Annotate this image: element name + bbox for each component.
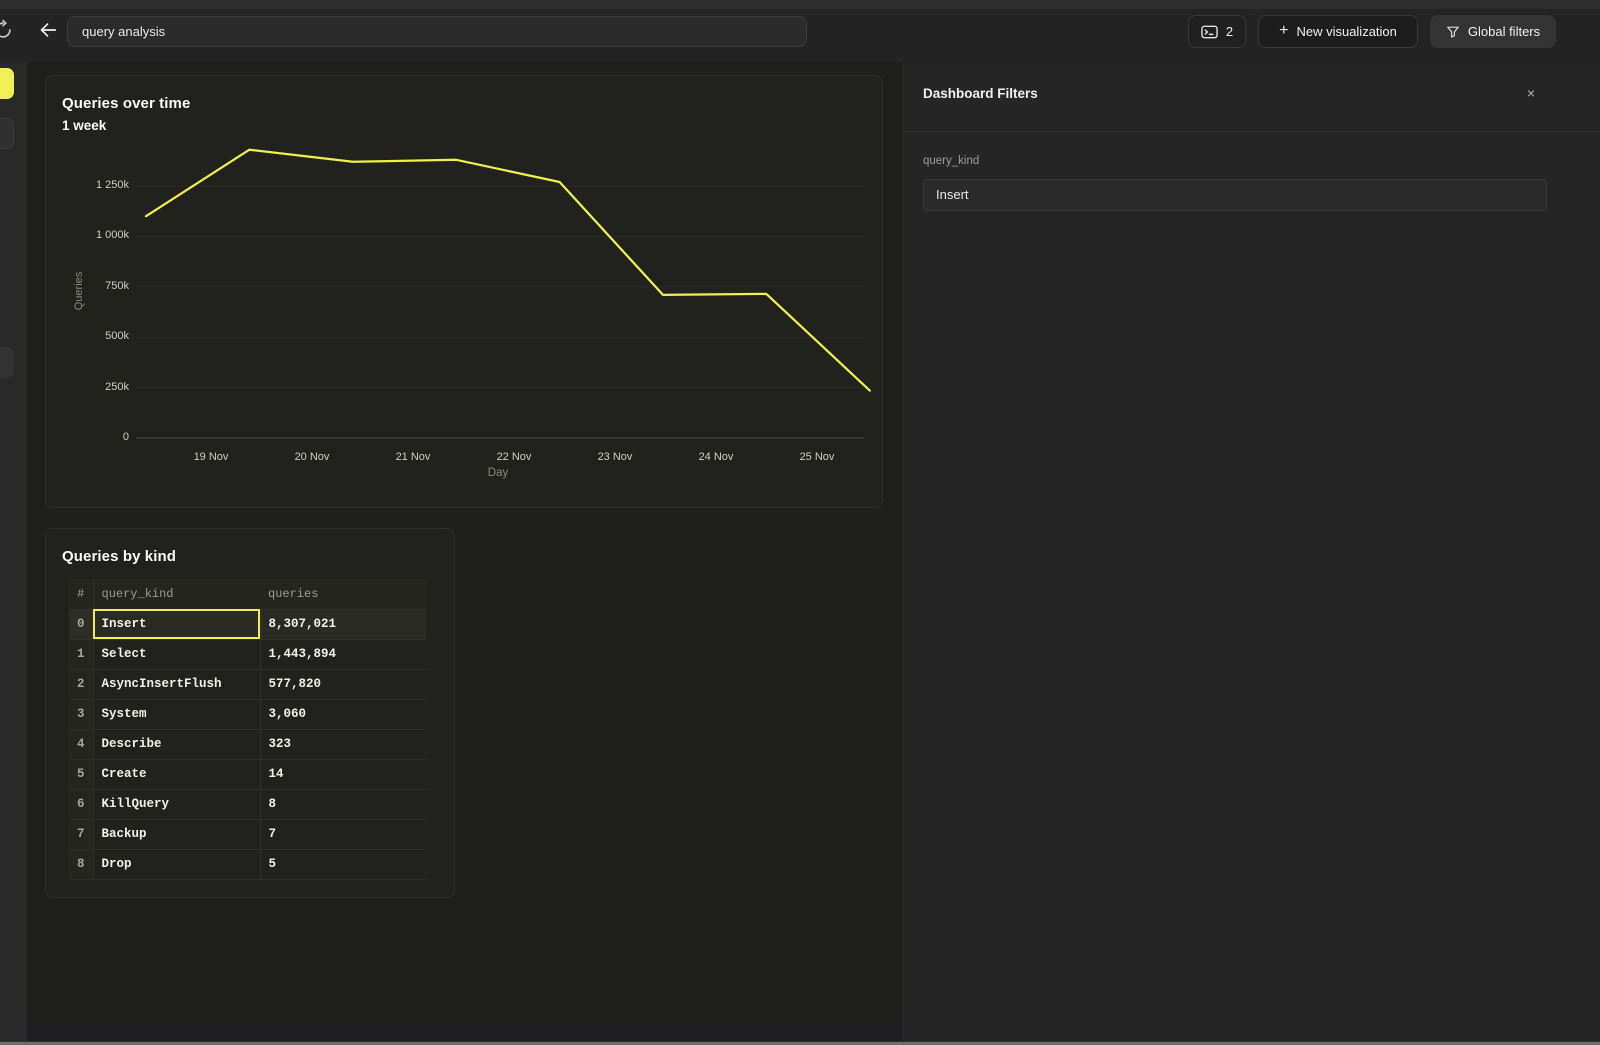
row-index-cell: 7	[69, 819, 93, 849]
plus-icon: +	[1279, 23, 1288, 39]
chart-title: Queries over time	[62, 95, 190, 112]
query-kind-cell[interactable]: Insert	[93, 609, 260, 639]
query-kind-cell[interactable]: AsyncInsertFlush	[93, 669, 260, 699]
table-row: 2AsyncInsertFlush577,820	[69, 669, 426, 699]
table-row: 8Drop5	[69, 849, 426, 879]
table-row: 6KillQuery8	[69, 789, 426, 819]
column-header-queries: queries	[260, 579, 426, 609]
queries-value-cell[interactable]: 3,060	[260, 699, 426, 729]
query-kind-cell[interactable]: KillQuery	[93, 789, 260, 819]
table-row: 4Describe323	[69, 729, 426, 759]
x-tick-label: 19 Nov	[176, 451, 246, 463]
queries-value-cell[interactable]: 323	[260, 729, 426, 759]
table-row: 0Insert8,307,021	[69, 609, 426, 639]
row-index-cell: 5	[69, 759, 93, 789]
tab-count-value: 2	[1226, 24, 1233, 39]
query-kind-cell[interactable]: Backup	[93, 819, 260, 849]
y-tick-label: 500k	[46, 330, 129, 342]
y-tick-label: 1 250k	[46, 179, 129, 191]
query-kind-cell[interactable]: Create	[93, 759, 260, 789]
queries-line-chart[interactable]	[136, 131, 876, 446]
query-kind-cell[interactable]: Select	[93, 639, 260, 669]
x-tick-label: 22 Nov	[479, 451, 549, 463]
global-filters-button[interactable]: Global filters	[1430, 15, 1556, 48]
global-filters-label: Global filters	[1468, 24, 1540, 39]
table-row: 7Backup7	[69, 819, 426, 849]
queries-value-cell[interactable]: 5	[260, 849, 426, 879]
table-row: 5Create14	[69, 759, 426, 789]
chart-subtitle: 1 week	[62, 118, 106, 133]
x-tick-label: 23 Nov	[580, 451, 650, 463]
x-tick-label: 21 Nov	[378, 451, 448, 463]
filter-field-label: query_kind	[923, 155, 979, 167]
queries-value-cell[interactable]: 14	[260, 759, 426, 789]
table-header-row: #query_kindqueries	[69, 579, 426, 609]
queries-value-cell[interactable]: 8,307,021	[260, 609, 426, 639]
row-index-cell: 6	[69, 789, 93, 819]
sidebar-item-active[interactable]	[0, 68, 14, 99]
panel-divider	[902, 131, 1600, 132]
column-header-query_kind: query_kind	[93, 579, 260, 609]
y-tick-label: 1 000k	[46, 229, 129, 241]
sidebar-rail	[0, 62, 28, 1045]
y-tick-label: 0	[46, 431, 129, 443]
column-header-index: #	[69, 579, 93, 609]
row-index-cell: 0	[69, 609, 93, 639]
queries-value-cell[interactable]: 1,443,894	[260, 639, 426, 669]
row-index-cell: 4	[69, 729, 93, 759]
row-index-cell: 2	[69, 669, 93, 699]
filter-query-kind-value: Insert	[936, 187, 969, 202]
queries-over-time-card: Queries over time 1 week Queries 0250k50…	[45, 75, 883, 508]
table-row: 3System3,060	[69, 699, 426, 729]
query-kind-cell[interactable]: Describe	[93, 729, 260, 759]
sidebar-item[interactable]	[0, 118, 14, 149]
new-visualization-label: New visualization	[1296, 24, 1396, 39]
dashboard-title-input[interactable]	[67, 16, 807, 47]
bottom-panel	[28, 1018, 901, 1042]
row-index-cell: 8	[69, 849, 93, 879]
filters-panel-title: Dashboard Filters	[923, 86, 1038, 101]
table-title: Queries by kind	[62, 548, 176, 565]
dashboard-filters-panel: Dashboard Filters × query_kind Insert	[901, 62, 1600, 1045]
queries-value-cell[interactable]: 8	[260, 789, 426, 819]
queries-value-cell[interactable]: 577,820	[260, 669, 426, 699]
new-visualization-button[interactable]: + New visualization	[1258, 15, 1418, 48]
console-tabs-button[interactable]: 2	[1188, 15, 1246, 48]
y-tick-label: 750k	[46, 280, 129, 292]
arrow-left-icon	[37, 19, 59, 41]
x-tick-label: 24 Nov	[681, 451, 751, 463]
query-kind-cell[interactable]: Drop	[93, 849, 260, 879]
queries-table: #query_kindqueries 0Insert8,307,0211Sele…	[69, 579, 426, 880]
dashboard-app: 2 + New visualization Global filters Que…	[0, 0, 1600, 1045]
queries-value-cell[interactable]: 7	[260, 819, 426, 849]
x-tick-label: 20 Nov	[277, 451, 347, 463]
y-tick-label: 250k	[46, 381, 129, 393]
console-icon	[1201, 25, 1218, 39]
window-chrome-strip	[0, 0, 1600, 9]
row-index-cell: 3	[69, 699, 93, 729]
close-icon: ×	[1527, 85, 1535, 101]
back-button[interactable]	[36, 19, 60, 43]
sidebar-item[interactable]	[0, 347, 14, 378]
history-icon	[0, 19, 14, 41]
filter-query-kind-input[interactable]: Insert	[923, 179, 1547, 211]
x-axis-title: Day	[488, 467, 508, 479]
window-bottom-edge	[0, 1041, 1600, 1045]
row-index-cell: 1	[69, 639, 93, 669]
close-filters-button[interactable]: ×	[1520, 82, 1542, 104]
queries-by-kind-card: Queries by kind #query_kindqueries 0Inse…	[45, 528, 455, 898]
topbar: 2 + New visualization Global filters	[0, 9, 1600, 62]
table-row: 1Select1,443,894	[69, 639, 426, 669]
query-kind-cell[interactable]: System	[93, 699, 260, 729]
main-content: Queries over time 1 week Queries 0250k50…	[28, 62, 901, 1045]
x-tick-label: 25 Nov	[782, 451, 852, 463]
history-button[interactable]	[0, 19, 15, 43]
funnel-icon	[1446, 25, 1460, 39]
